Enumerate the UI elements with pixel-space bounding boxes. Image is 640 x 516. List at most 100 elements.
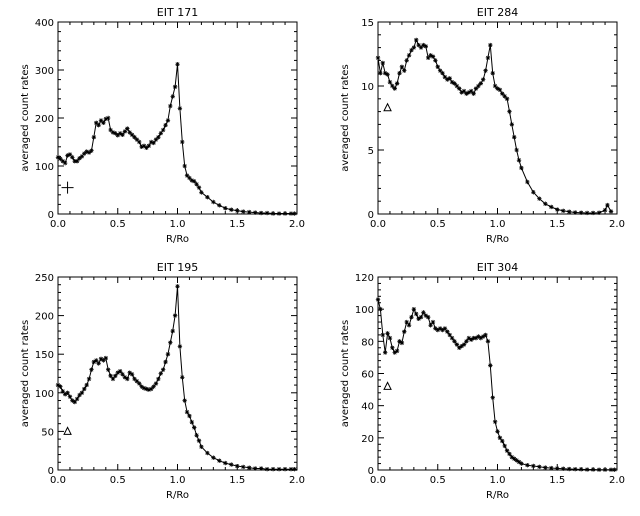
data-point [590,467,596,472]
data-point [129,372,135,377]
y-tick-label: 60 [361,370,374,381]
data-point [120,372,125,377]
data-point [490,395,495,400]
x-tick-label: 0.0 [370,219,386,230]
plot-frame [57,276,298,471]
data-point [177,344,183,349]
panel-3: EIT 195 0.0 0.5 1.0 1.5 2.0 0 50 100 150 200 250 R/R… [20,261,305,501]
data-point [189,419,195,425]
data-point [605,202,610,208]
data-point [590,210,596,216]
data-point [567,466,572,472]
y-tick-label: 200 [35,312,54,323]
data-point [454,342,460,347]
data-point [125,126,130,131]
data-point [192,425,197,430]
panel-4: EIT 304 0.0 0.5 1.0 1.5 2.0 0 20 40 60 80 100 120 R/R… [340,261,625,501]
data-point [421,42,426,48]
data-point [270,211,276,216]
data-point [60,159,65,164]
data-point [110,130,116,135]
panel-2: EIT 284 0.0 0.5 1.0 1.5 2.0 0 5 10 15 R/Ro averaged… [340,6,625,245]
data-point [502,443,507,449]
x-axis-label: R/Ro [486,490,509,501]
y-tick-label: 10 [361,82,374,93]
data-point [421,310,426,315]
data-point [120,132,125,137]
data-point [163,123,168,128]
data-point [442,74,448,80]
data-point [442,326,448,331]
data-point [447,332,452,338]
data-point [77,156,82,161]
data-point [476,83,481,89]
data-point [288,211,294,216]
data-point [96,123,101,128]
data-point [103,116,108,122]
data-point [537,196,542,201]
data-point [288,467,294,472]
data-point [512,456,517,461]
data-point [113,373,118,379]
data-point [205,195,210,200]
data-point [509,122,515,127]
data-point [58,156,63,161]
data-point [425,55,431,61]
chart-title: EIT 195 [157,261,198,274]
data-point [385,72,390,77]
data-point [478,81,483,86]
data-point [602,467,608,472]
data-point [457,86,462,91]
data-point [55,382,61,388]
data-point [525,179,530,185]
data-point [549,465,554,471]
data-point [476,334,481,339]
y-tick-label: 0 [48,210,54,221]
data-point [423,313,428,318]
data-point [409,315,414,320]
data-point [445,329,450,334]
x-tick-label: 1.0 [490,475,506,486]
data-point [149,139,154,145]
data-point [466,90,472,95]
y-tick-label: 0 [368,210,374,221]
data-point [449,79,455,85]
data-point [101,358,106,363]
data-point [72,159,77,164]
data-point [67,152,73,157]
y-tick-label: 15 [361,18,374,29]
data-point [165,352,171,357]
data-point [223,460,228,466]
data-point [199,190,204,195]
data-point [572,466,578,472]
data-point [199,444,204,450]
data-point [394,348,400,354]
data-point [492,83,498,89]
data-point [223,206,228,211]
data-point [55,155,61,160]
data-point [461,88,467,94]
data-point [435,327,440,333]
data-point [141,385,147,391]
data-point [252,466,258,471]
panel-1: EIT 171 0.0 0.5 1.0 1.5 2.0 0 100 200 300 400 R/Ro a… [20,6,305,245]
series-line [57,286,295,470]
data-point [89,367,94,372]
data-point [122,129,128,134]
data-point [74,159,80,164]
series-line [377,299,615,471]
data-point [411,306,417,312]
data-point [471,335,476,341]
data-point [115,133,120,138]
data-point [132,135,137,140]
data-point [170,94,175,99]
data-point [440,327,445,333]
data-point [445,77,450,82]
x-tick-label: 1.0 [170,475,186,486]
data-point [270,467,276,472]
data-point [70,398,75,403]
data-point [144,145,149,150]
data-point [452,81,457,86]
chart-title: EIT 284 [477,6,518,19]
data-point [91,359,97,365]
